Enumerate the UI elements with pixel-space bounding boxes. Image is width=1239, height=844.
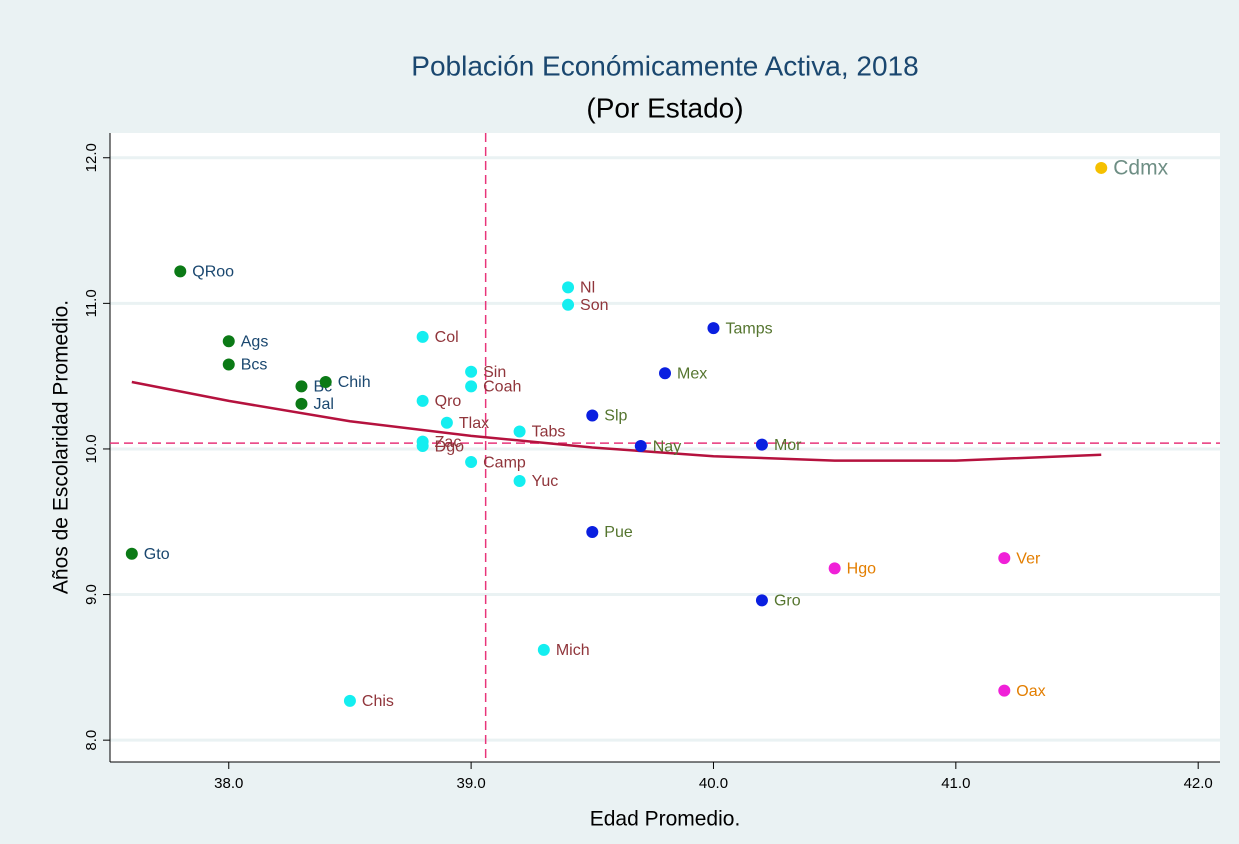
y-tick-label: 8.0: [83, 730, 100, 751]
x-axis-label: Edad Promedio.: [590, 808, 741, 831]
point: [440, 416, 453, 429]
point: [634, 440, 647, 453]
point: [755, 438, 768, 451]
x-tick-label: 40.0: [699, 775, 728, 792]
point-label: Jal: [313, 396, 333, 413]
point-label: Hgo: [847, 561, 876, 578]
point: [465, 456, 478, 469]
point-label: Slp: [604, 408, 627, 425]
point-label: Mich: [556, 642, 590, 659]
point-label: Col: [435, 329, 459, 346]
point-label: Sin: [483, 364, 506, 381]
point-label: Chih: [338, 374, 371, 391]
point: [586, 409, 599, 422]
point: [1095, 161, 1108, 174]
point-label: Chis: [362, 693, 394, 710]
y-tick-label: 12.0: [83, 143, 100, 172]
y-tick-label: 10.0: [83, 434, 100, 463]
point-label: Oax: [1016, 683, 1045, 700]
point-label: Zac: [435, 434, 462, 451]
point: [416, 394, 429, 407]
x-tick-label: 42.0: [1184, 775, 1213, 792]
point: [537, 643, 550, 656]
point-label: Tamps: [725, 320, 772, 337]
point: [125, 547, 138, 560]
chart-subtitle: (Por Estado): [586, 92, 743, 123]
point-label: Mor: [774, 437, 802, 454]
point: [562, 298, 575, 311]
point: [513, 474, 526, 487]
point: [222, 358, 235, 371]
chart-title: Población Económicamente Activa, 2018: [411, 50, 918, 81]
x-tick-label: 41.0: [941, 775, 970, 792]
point-label: Nl: [580, 280, 595, 297]
point-label: Mex: [677, 365, 707, 382]
point: [828, 562, 841, 575]
point-label: Coah: [483, 379, 521, 396]
point: [707, 322, 720, 335]
point: [174, 265, 187, 278]
point: [343, 694, 356, 707]
point: [416, 330, 429, 343]
point: [998, 684, 1011, 697]
point: [586, 525, 599, 538]
point: [416, 440, 429, 453]
point: [465, 380, 478, 393]
point: [998, 552, 1011, 565]
point-label: Camp: [483, 454, 526, 471]
point-label: Pue: [604, 524, 633, 541]
point-label: QRoo: [192, 264, 234, 281]
x-tick-label: 38.0: [214, 775, 243, 792]
point: [755, 594, 768, 607]
point: [562, 281, 575, 294]
point-label: Tabs: [532, 424, 566, 441]
point: [513, 425, 526, 438]
point: [319, 375, 332, 388]
point-label: Tlax: [459, 415, 489, 432]
point-label: Gro: [774, 593, 801, 610]
y-tick-label: 9.0: [83, 584, 100, 605]
point-label: Ags: [241, 333, 269, 350]
point: [295, 397, 308, 410]
point: [222, 335, 235, 348]
y-tick-label: 11.0: [83, 289, 100, 317]
point-label: Bcs: [241, 357, 268, 374]
point-label: Nay: [653, 438, 681, 455]
point-label: Yuc: [532, 473, 559, 490]
point-label: Gto: [144, 546, 170, 563]
point-label: Son: [580, 297, 608, 314]
point: [659, 367, 671, 380]
point: [295, 380, 308, 393]
point-label: Dgo: [435, 438, 464, 455]
point-label: Cdmx: [1113, 156, 1168, 179]
point-label: Ver: [1016, 550, 1041, 567]
point: [465, 365, 478, 378]
point-label: Qro: [435, 393, 462, 410]
x-tick-label: 39.0: [457, 775, 486, 792]
y-axis-label: Años de Escolaridad Promedio.: [50, 300, 73, 594]
fit-line: [131, 380, 1102, 462]
